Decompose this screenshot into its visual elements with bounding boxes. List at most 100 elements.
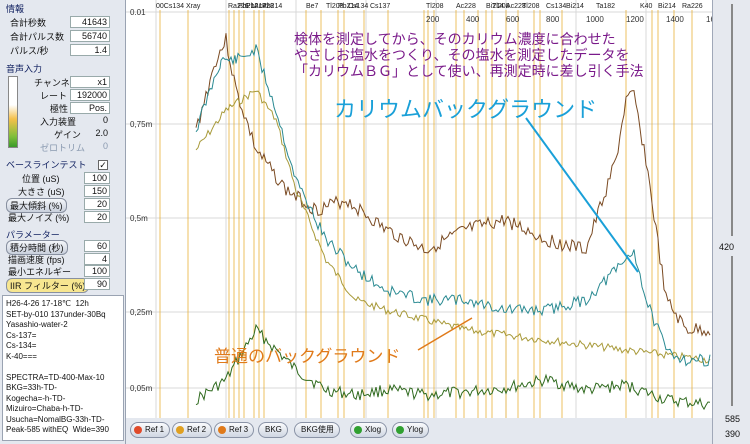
ref1-dot-icon: [134, 426, 142, 434]
baseline-value[interactable]: 100: [84, 172, 110, 184]
right-scale-bar: 420 585 390: [712, 0, 750, 444]
nuclide-label: Tl208: [492, 3, 510, 10]
annotation-text: 検体を測定してから、そのカリウム濃度に合わせた やさしお塩水をつくり、その塩水を…: [294, 32, 644, 80]
nuclide-label: Tl208: [522, 3, 540, 10]
spectrum-plot[interactable]: 0.01 0,75m 0,5m 0,25m 0,05m 00Cs134 Xray Ra226 P…: [126, 0, 724, 420]
ref2-label: Ref 2: [187, 425, 207, 434]
baseline-value[interactable]: 20: [84, 211, 110, 223]
scale-slider-top[interactable]: [731, 4, 739, 236]
info-label: 合計パルス数: [10, 32, 65, 42]
max-slope-button[interactable]: 最大傾斜 (%): [6, 198, 67, 213]
ref2-dot-icon: [176, 426, 184, 434]
info-value: 56740: [70, 30, 110, 42]
normal-bg-pointer: [417, 317, 473, 351]
y-tick-label: 0.01: [130, 8, 146, 17]
ref3-label: Ref 3: [229, 425, 249, 434]
integration-time-button[interactable]: 積分時間 (秒): [6, 240, 68, 255]
nuclide-label: Ac228: [456, 3, 476, 10]
x-tick-label: 200: [426, 15, 440, 24]
audio-section: 音声入力: [2, 62, 122, 75]
nuclide-label: Cs134: [546, 3, 566, 10]
baseline-value[interactable]: 150: [84, 185, 110, 197]
ref3-button[interactable]: Ref 3: [214, 422, 255, 438]
params-title: パラメーター: [6, 230, 60, 240]
ylog-button[interactable]: Ylog: [392, 422, 430, 438]
baseline-title: ベースラインテスト: [6, 160, 87, 170]
params-value[interactable]: 60: [84, 240, 110, 252]
value-390: 390: [725, 429, 741, 439]
params-value[interactable]: 4: [84, 253, 110, 265]
params-row-min-energy: 最小エネルギー 100: [0, 265, 118, 278]
baseline-row-max-noise: 最大ノイズ (%) 20: [0, 211, 118, 224]
scale-slider-bottom[interactable]: [731, 256, 739, 406]
baseline-label: 最大ノイズ (%): [8, 213, 70, 223]
xlog-button[interactable]: Xlog: [350, 422, 388, 438]
nuclide-label: Pb214: [246, 3, 266, 10]
nuclide-label: Cs134: [348, 3, 368, 10]
brown-spectrum-line: [195, 33, 711, 337]
audio-row-channel: チャンネル x1: [0, 76, 118, 89]
audio-value[interactable]: Pos.: [70, 102, 110, 114]
ylog-dot-icon: [396, 426, 404, 434]
audio-label: チャンネル: [34, 78, 79, 88]
baseline-value[interactable]: 20: [84, 198, 110, 210]
ref1-button[interactable]: Ref 1: [130, 422, 171, 438]
nuclide-label: Ra226: [682, 3, 703, 10]
audio-title: 音声入力: [6, 64, 43, 74]
nuclide-label: Tl208: [426, 3, 444, 10]
nuclide-label: Cs137: [370, 3, 390, 10]
annotation-background: [290, 30, 710, 84]
level-meter: [8, 76, 18, 148]
ref2-button[interactable]: Ref 2: [172, 422, 213, 438]
notes-textarea[interactable]: H26-4-26 17-18℃ 12h SET-by-010 137under-…: [2, 295, 124, 441]
nuclide-label: 00Cs134: [156, 3, 184, 10]
audio-label: ゲイン: [54, 130, 81, 140]
ref3-dot-icon: [218, 426, 226, 434]
params-value[interactable]: 90: [84, 278, 110, 290]
y-tick-label: 0,75m: [130, 120, 153, 129]
y-tick-label: 0,5m: [130, 214, 148, 223]
baseline-row-size: 大きさ (uS) 150: [0, 185, 118, 198]
audio-row-rate: レート 192000: [0, 89, 118, 102]
value-585: 585: [725, 414, 741, 424]
nuclide-label: Pb212: [238, 3, 258, 10]
audio-value[interactable]: 192000: [70, 89, 110, 101]
audio-value[interactable]: x1: [70, 76, 110, 88]
potassium-bg-pointer: [525, 117, 639, 273]
potassium-bg-label: カリウムバックグラウンド: [334, 98, 598, 123]
info-row-total-pulses: 合計パルス数 56740: [0, 30, 118, 43]
baseline-checkbox[interactable]: ✓: [98, 160, 108, 170]
x-tick-label: 400: [466, 15, 480, 24]
params-row-draw-speed: 描画速度 (fps) 4: [0, 253, 118, 266]
bkg-button[interactable]: BKG: [258, 422, 288, 438]
audio-value: 0: [102, 141, 108, 151]
left-panel: 情報 合計秒数 41643 合計パルス数 56740 パルス/秒 1.4 音声入力 チ…: [0, 0, 126, 444]
nuclide-label: Xray: [186, 3, 201, 10]
x-tick-label: 1200: [626, 15, 644, 24]
params-label: 最小エネルギー: [8, 267, 72, 277]
x-tick-label: 600: [506, 15, 520, 24]
params-value[interactable]: 100: [84, 265, 110, 277]
baseline-section: ベースラインテスト: [2, 158, 122, 171]
audio-row-zero-trim: ゼロトリム 0: [0, 141, 118, 154]
xlog-dot-icon: [354, 426, 362, 434]
info-label: 合計秒数: [10, 18, 47, 28]
info-row-pulses-per-sec: パルス/秒 1.4: [0, 44, 118, 57]
info-row-total-seconds: 合計秒数 41643: [0, 16, 118, 29]
teal-spectrum-line: [195, 44, 711, 367]
audio-value: 2.0: [95, 128, 108, 138]
nuclide-label: Tl208: [326, 3, 344, 10]
baseline-row-max-slope: 最大傾斜 (%) 20: [0, 198, 118, 213]
y-tick-label: 0,05m: [130, 384, 153, 393]
nuclide-label: K40: [640, 3, 653, 10]
bottom-toolbar: Ref 1 Ref 2 Ref 3 BKG BKG使用 Xlog Ylog: [126, 418, 712, 444]
params-row-iir: IIR フィルター (%) 90: [0, 278, 118, 293]
nuclide-label: Be7: [306, 3, 319, 10]
bkg-use-button[interactable]: BKG使用: [294, 422, 340, 438]
audio-label: 入力装置: [40, 117, 77, 127]
audio-label: ゼロトリム: [40, 143, 86, 153]
iir-filter-button[interactable]: IIR フィルター (%): [6, 278, 90, 293]
nuclide-label: Ac228: [254, 3, 274, 10]
info-value: 1.4: [70, 44, 110, 56]
params-row-integration: 積分時間 (秒) 60: [0, 240, 118, 255]
